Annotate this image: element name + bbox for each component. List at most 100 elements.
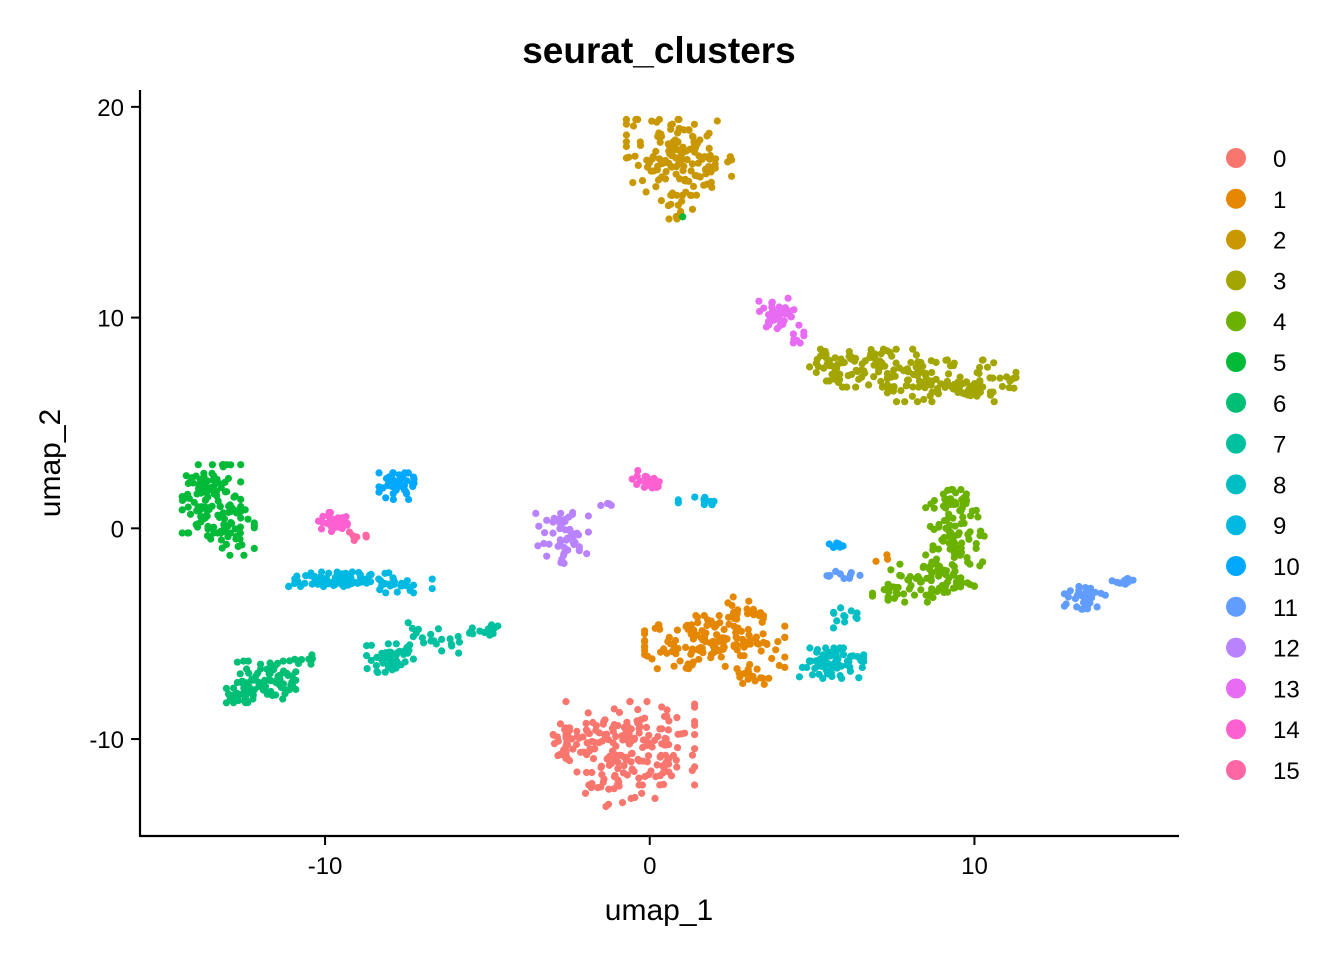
point-cluster-5 [195, 485, 203, 494]
point-cluster-0 [614, 765, 622, 773]
point-cluster-7 [367, 656, 375, 665]
point-cluster-5 [185, 529, 193, 537]
point-cluster-1 [715, 612, 723, 620]
point-cluster-1 [730, 641, 738, 649]
point-cluster-0 [622, 756, 630, 764]
point-cluster-4 [939, 537, 947, 545]
point-cluster-6 [226, 694, 234, 702]
point-cluster-8 [813, 648, 821, 656]
point-cluster-3 [965, 385, 973, 393]
point-cluster-7 [438, 635, 446, 644]
point-cluster-0 [588, 737, 596, 746]
point-cluster-3 [909, 345, 917, 353]
point-cluster-1 [689, 635, 698, 643]
point-cluster-0 [642, 723, 651, 732]
point-cluster-0 [673, 763, 681, 771]
point-cluster-1 [694, 619, 702, 627]
point-cluster-0 [665, 760, 673, 768]
point-cluster-11 [1082, 596, 1090, 604]
point-cluster-3 [843, 383, 851, 391]
point-cluster-9 [409, 589, 418, 597]
point-cluster-5 [237, 478, 245, 486]
point-cluster-13 [767, 310, 775, 318]
x-tick-label: -10 [308, 853, 343, 880]
point-cluster-0 [595, 729, 603, 737]
legend-item-4: 4 [1226, 309, 1286, 336]
point-cluster-4 [950, 538, 958, 546]
point-cluster-2 [662, 168, 670, 176]
point-cluster-3 [848, 370, 856, 379]
point-cluster-9 [691, 493, 699, 501]
point-cluster-13 [776, 316, 784, 324]
point-cluster-5 [238, 541, 246, 549]
point-cluster-3 [836, 370, 844, 378]
point-cluster-5 [218, 461, 227, 469]
point-cluster-2 [667, 125, 675, 133]
point-cluster-12 [541, 529, 549, 537]
point-cluster-1 [641, 646, 649, 655]
point-cluster-4 [944, 486, 952, 494]
point-cluster-4 [929, 593, 937, 602]
point-cluster-9 [356, 571, 364, 579]
point-cluster-3 [976, 363, 984, 372]
point-cluster-3 [990, 398, 998, 406]
point-cluster-11 [832, 567, 840, 576]
point-cluster-6 [279, 657, 287, 665]
point-cluster-4 [972, 506, 980, 514]
point-cluster-2 [674, 115, 682, 124]
legend-key [1226, 474, 1246, 495]
point-cluster-13 [760, 304, 768, 312]
legend-label: 8 [1273, 472, 1286, 499]
point-cluster-7 [403, 643, 411, 652]
point-cluster-0 [651, 794, 659, 803]
point-cluster-4 [933, 587, 941, 596]
point-cluster-2 [707, 168, 715, 176]
legend-item-6: 6 [1226, 391, 1286, 418]
point-cluster-10 [409, 473, 418, 481]
point-cluster-12 [597, 501, 605, 510]
point-cluster-0 [598, 771, 606, 779]
point-cluster-14 [342, 513, 350, 521]
point-cluster-1 [698, 627, 706, 635]
point-cluster-4 [928, 585, 936, 593]
point-cluster-14 [634, 467, 642, 475]
point-cluster-4 [890, 594, 899, 602]
point-cluster-2 [667, 200, 675, 208]
point-cluster-9 [403, 577, 411, 585]
point-cluster-0 [673, 744, 682, 752]
point-cluster-8 [834, 655, 842, 663]
point-cluster-4 [950, 563, 958, 571]
point-cluster-13 [775, 303, 783, 311]
point-cluster-12 [543, 516, 551, 524]
point-cluster-3 [1006, 377, 1014, 385]
point-cluster-8 [819, 674, 827, 683]
point-cluster-10 [388, 482, 396, 490]
point-cluster-5 [185, 494, 193, 502]
legend-label: 7 [1273, 432, 1286, 459]
point-cluster-4 [949, 571, 958, 579]
point-cluster-7 [414, 625, 422, 634]
point-cluster-9 [700, 501, 708, 509]
point-cluster-4 [896, 560, 904, 568]
point-cluster-12 [556, 525, 564, 533]
point-cluster-8 [849, 652, 857, 660]
point-cluster-0 [566, 724, 574, 732]
point-cluster-9 [382, 589, 390, 597]
point-cluster-3 [976, 388, 985, 396]
point-cluster-2 [665, 141, 673, 149]
legend-key [1226, 719, 1246, 740]
point-cluster-5 [205, 486, 213, 494]
legend-label: 0 [1273, 146, 1286, 173]
point-cluster-6 [230, 684, 238, 692]
point-cluster-7 [372, 662, 380, 670]
point-cluster-1 [676, 657, 684, 665]
point-cluster-1 [695, 655, 703, 663]
point-cluster-1 [709, 637, 717, 645]
point-cluster-12 [556, 536, 564, 544]
point-cluster-8 [807, 657, 815, 665]
point-cluster-7 [469, 630, 477, 638]
point-cluster-4 [951, 522, 959, 530]
point-cluster-3 [979, 356, 987, 364]
point-cluster-10 [836, 543, 844, 551]
point-cluster-4 [897, 572, 905, 580]
